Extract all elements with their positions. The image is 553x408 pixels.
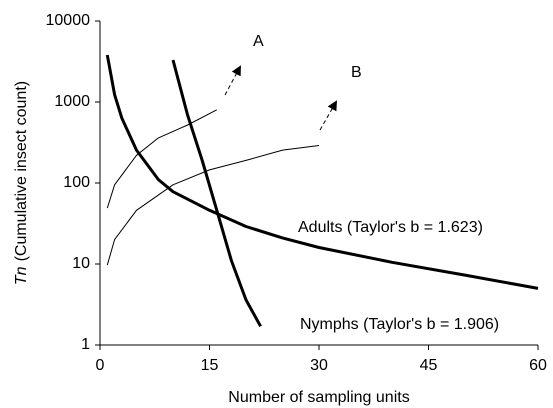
series-line bbox=[171, 59, 262, 328]
y-axis-label: Tn (Cumulative insect count) bbox=[13, 81, 30, 285]
y-label-text: (Cumulative insect count) bbox=[13, 81, 30, 262]
y-tick-label: 10000 bbox=[46, 12, 91, 29]
series-line bbox=[105, 54, 539, 290]
arrow-b bbox=[319, 100, 337, 131]
y-tick-label: 10 bbox=[72, 255, 90, 272]
x-tick-label: 30 bbox=[310, 357, 328, 374]
x-tick-label: 60 bbox=[529, 357, 547, 374]
x-tick-label: 45 bbox=[420, 357, 438, 374]
x-tick-label: 15 bbox=[201, 357, 219, 374]
series-label: Nymphs (Taylor's b = 1.906) bbox=[300, 316, 499, 333]
y-tick-label: 1000 bbox=[54, 93, 90, 110]
arrow-a bbox=[224, 65, 241, 96]
y-tick-label: 1 bbox=[81, 336, 90, 353]
series-line bbox=[106, 145, 320, 266]
series-label: Adults (Taylor's b = 1.623) bbox=[298, 219, 483, 236]
y-label-symbol: Tn bbox=[13, 266, 30, 285]
x-axis-label: Number of sampling units bbox=[228, 389, 409, 406]
series-line bbox=[106, 109, 218, 209]
series-label: A bbox=[253, 33, 264, 50]
x-tick-label: 0 bbox=[96, 357, 105, 374]
y-tick-label: 100 bbox=[63, 174, 90, 191]
series-label: B bbox=[351, 64, 362, 81]
